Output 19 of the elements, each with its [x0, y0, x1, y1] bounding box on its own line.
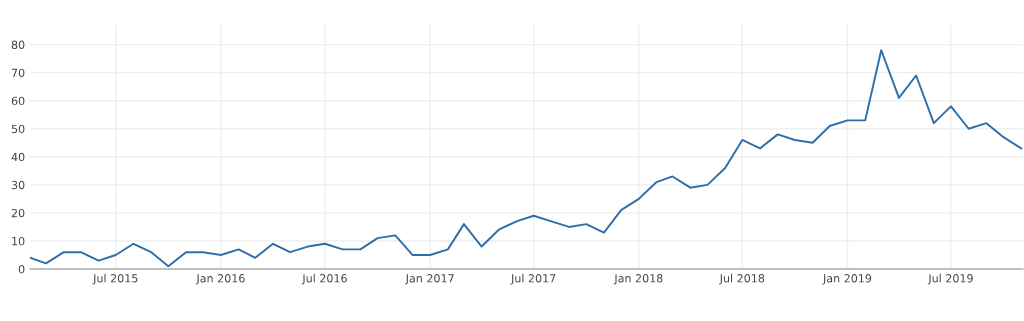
x-tick-label: Jan 2018: [613, 274, 663, 285]
y-tick-label: 0: [18, 264, 25, 274]
line-series: [30, 49, 1023, 268]
x-tick-label: Jul 2019: [927, 273, 973, 285]
y-tick-label: 40: [11, 152, 25, 162]
x-tick-label: Jan 2019: [822, 274, 872, 285]
x-tick-label: Jul 2016: [301, 273, 347, 285]
x-tick-label: Jul 2018: [719, 273, 765, 285]
x-tick-label: Jul 2017: [510, 273, 556, 285]
y-tick-label: 70: [11, 68, 25, 78]
x-tick-label: Jul 2015: [92, 273, 138, 285]
y-tick-label: 10: [12, 236, 25, 246]
x-tick-label: Jan 2016: [195, 274, 245, 285]
y-tick-label: 30: [11, 180, 25, 190]
y-tick-label: 80: [11, 40, 25, 50]
y-tick-label: 50: [11, 124, 25, 134]
y-tick-label: 20: [11, 208, 25, 218]
x-tick-label: Jan 2017: [405, 274, 454, 285]
y-tick-label: 60: [11, 96, 25, 106]
